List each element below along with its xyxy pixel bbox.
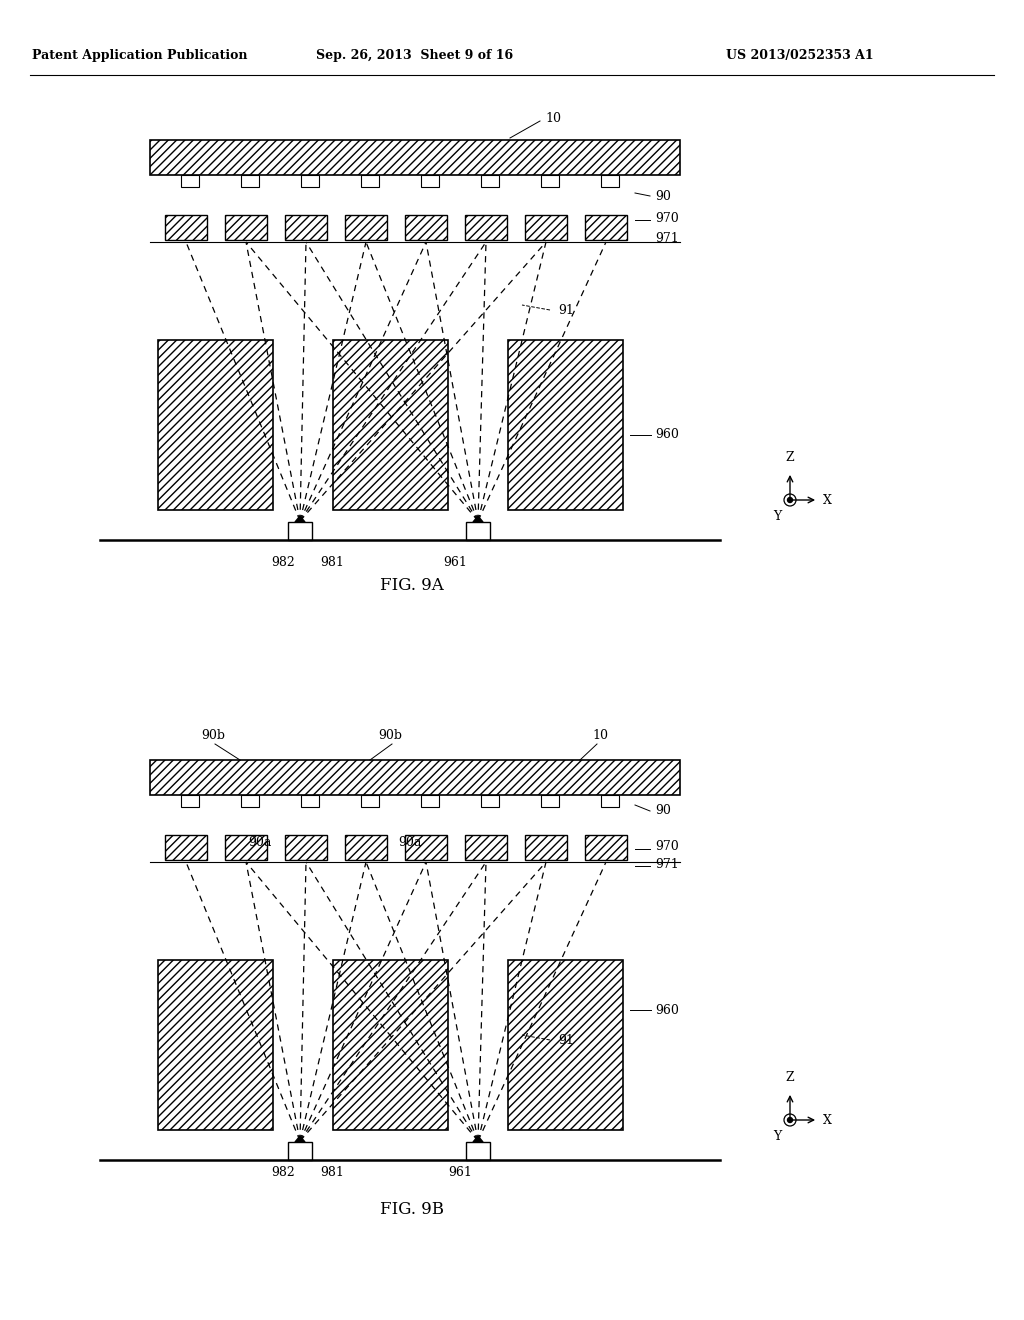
Bar [465, 836, 507, 861]
Bar [165, 836, 207, 861]
Bar [585, 836, 627, 861]
Polygon shape [473, 1137, 483, 1142]
Bar [241, 176, 259, 187]
Bar [181, 176, 199, 187]
Bar [285, 215, 327, 240]
Text: 970: 970 [655, 211, 679, 224]
Bar [165, 215, 207, 240]
Text: 91: 91 [558, 1034, 573, 1047]
Bar [481, 795, 499, 807]
Bar [158, 960, 273, 1130]
Bar [301, 176, 319, 187]
Bar [285, 836, 327, 861]
Bar [345, 836, 387, 861]
Text: FIG. 9A: FIG. 9A [380, 577, 443, 594]
Text: X: X [823, 1114, 831, 1126]
Bar [541, 795, 559, 807]
Bar [301, 795, 319, 807]
Text: X: X [823, 494, 831, 507]
Bar [241, 795, 259, 807]
Bar [406, 215, 447, 240]
Circle shape [787, 498, 793, 503]
Bar [585, 215, 627, 240]
Bar [361, 176, 379, 187]
Bar [601, 795, 618, 807]
Text: Z: Z [785, 451, 795, 465]
Bar [225, 836, 267, 861]
Bar [333, 960, 449, 1130]
Text: FIG. 9B: FIG. 9B [380, 1201, 444, 1218]
Text: 970: 970 [655, 841, 679, 854]
Text: Sep. 26, 2013  Sheet 9 of 16: Sep. 26, 2013 Sheet 9 of 16 [316, 49, 514, 62]
Text: Z: Z [785, 1071, 795, 1084]
Text: 91: 91 [558, 304, 573, 317]
Text: 971: 971 [655, 231, 679, 244]
Bar [288, 521, 312, 540]
Bar [361, 795, 379, 807]
Text: 90: 90 [655, 804, 671, 817]
Text: 961: 961 [449, 1166, 472, 1179]
Polygon shape [295, 516, 305, 521]
Bar [150, 140, 680, 176]
Text: 10: 10 [545, 111, 561, 124]
Text: US 2013/0252353 A1: US 2013/0252353 A1 [726, 49, 873, 62]
Bar [150, 760, 680, 795]
Text: 90b: 90b [201, 729, 225, 742]
Circle shape [787, 1118, 793, 1122]
Bar [333, 341, 449, 510]
Bar [158, 341, 273, 510]
Polygon shape [473, 516, 483, 521]
Bar [181, 795, 199, 807]
Bar [525, 836, 567, 861]
Text: Y: Y [773, 510, 781, 523]
Text: Y: Y [773, 1130, 781, 1143]
Text: 960: 960 [655, 1003, 679, 1016]
Bar [541, 176, 559, 187]
Bar [525, 215, 567, 240]
Text: 971: 971 [655, 858, 679, 870]
Bar [466, 521, 490, 540]
Bar [406, 836, 447, 861]
Text: 90b: 90b [378, 729, 402, 742]
Bar [508, 960, 623, 1130]
Bar [466, 1142, 490, 1160]
Bar [465, 215, 507, 240]
Text: 90: 90 [655, 190, 671, 202]
Bar [601, 176, 618, 187]
Bar [481, 176, 499, 187]
Text: Patent Application Publication: Patent Application Publication [32, 49, 248, 62]
Text: 90a: 90a [248, 837, 271, 850]
Text: 981: 981 [321, 1166, 344, 1179]
Text: 960: 960 [655, 429, 679, 441]
Bar [421, 176, 439, 187]
Bar [288, 1142, 312, 1160]
Text: 981: 981 [321, 556, 344, 569]
Text: 961: 961 [443, 556, 467, 569]
Bar [225, 215, 267, 240]
Bar [508, 341, 623, 510]
Text: 10: 10 [592, 729, 608, 742]
Text: 982: 982 [271, 1166, 295, 1179]
Text: 90a: 90a [398, 837, 421, 850]
Bar [345, 215, 387, 240]
Text: 982: 982 [271, 556, 295, 569]
Polygon shape [295, 1137, 305, 1142]
Bar [421, 795, 439, 807]
